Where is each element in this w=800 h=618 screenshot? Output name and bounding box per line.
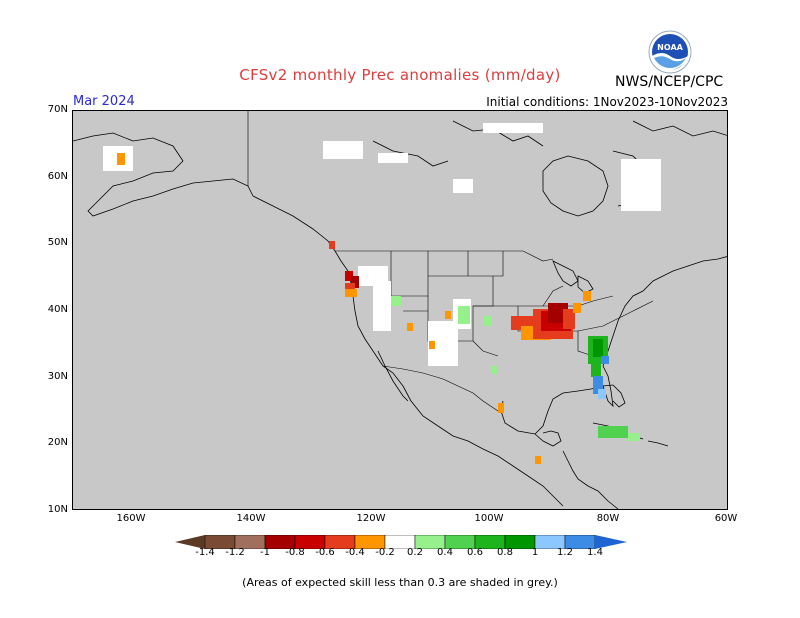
logo-lettering: NOAA [657, 43, 683, 52]
noaa-logo: NOAA [648, 30, 692, 74]
map-title: CFSv2 monthly Prec anomalies (mm/day) [239, 66, 561, 84]
lon-label-140w: 140W [236, 513, 266, 524]
lon-label-160w: 160W [116, 513, 146, 524]
initial-conditions: Initial conditions: 1Nov2023-10Nov2023 [486, 95, 728, 109]
lat-label-30n: 30N [47, 371, 68, 382]
colorbar-label: 1.2 [557, 547, 573, 558]
colorbar-label: -0.2 [375, 547, 395, 558]
anomaly-cells [103, 123, 661, 464]
colorbar-label: 0.8 [497, 547, 513, 558]
colorbar-label: 1 [531, 547, 539, 558]
lon-label-60w: 60W [714, 513, 738, 524]
lat-label-10n: 10N [47, 504, 68, 515]
colorbar-label: 0.2 [407, 547, 423, 558]
colorbar-label: -1.2 [225, 547, 245, 558]
forecast-month: Mar 2024 [73, 94, 135, 109]
colorbar-label: -0.4 [345, 547, 365, 558]
lon-label-80w: 80W [596, 513, 620, 524]
colorbar-low-arrow [175, 535, 205, 549]
colorbar-label: 0.6 [467, 547, 483, 558]
lat-label-70n: 70N [47, 104, 68, 115]
agency-label: NWS/NCEP/CPC [615, 74, 724, 90]
lat-label-40n: 40N [47, 304, 68, 315]
colorbar-label: 0.4 [437, 547, 453, 558]
map-canvas [73, 111, 727, 509]
colorbar-label: -1.4 [195, 547, 215, 558]
colorbar [175, 534, 627, 550]
lat-label-50n: 50N [47, 237, 68, 248]
skill-mask-background [73, 111, 727, 509]
colorbar-label: -1 [260, 547, 270, 558]
colorbar-label: 1.4 [587, 547, 603, 558]
skill-note: (Areas of expected skill less than 0.3 a… [242, 576, 558, 589]
lon-label-100w: 100W [474, 513, 504, 524]
colorbar-label: -0.8 [285, 547, 305, 558]
colorbar-high-arrow [595, 535, 627, 549]
lon-label-120w: 120W [356, 513, 386, 524]
precip-anomaly-map [72, 110, 728, 510]
lat-label-20n: 20N [47, 437, 68, 448]
lat-label-60n: 60N [47, 171, 68, 182]
colorbar-label: -0.6 [315, 547, 335, 558]
